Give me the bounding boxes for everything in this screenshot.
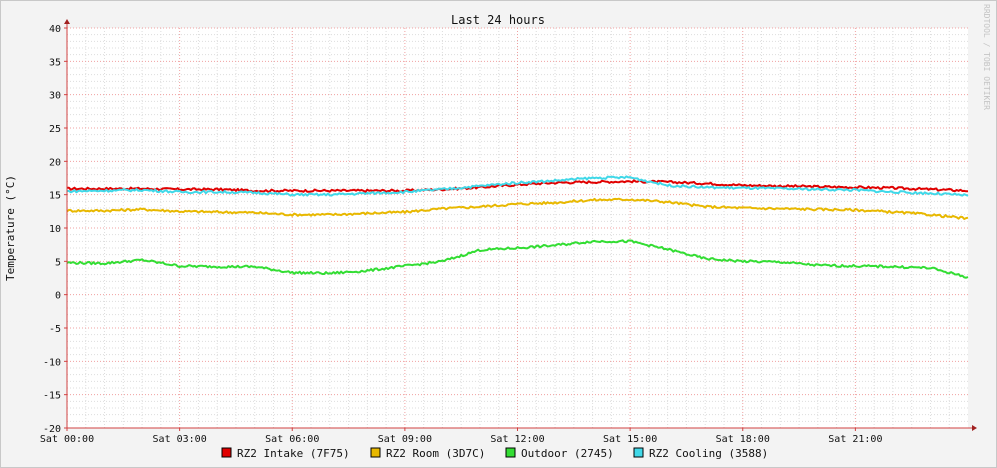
x-tick-label: Sat 09:00 xyxy=(378,434,432,445)
legend-label-1: RZ2 Intake (7F75) xyxy=(237,447,350,460)
chart-title: Last 24 hours xyxy=(451,13,545,27)
x-tick-label: Sat 12:00 xyxy=(490,434,544,445)
legend-label-4: RZ2 Cooling (3588) xyxy=(649,447,768,460)
y-tick-label: 35 xyxy=(49,57,61,68)
legend-swatch-3 xyxy=(505,447,516,458)
legend-swatch-2 xyxy=(370,447,381,458)
x-tick-label: Sat 00:00 xyxy=(40,434,94,445)
x-tick-label: Sat 15:00 xyxy=(603,434,657,445)
y-tick-label: -20 xyxy=(43,424,61,435)
y-tick-label: 10 xyxy=(49,224,61,235)
y-tick-label: -5 xyxy=(49,324,61,335)
x-axis-arrow xyxy=(972,425,977,431)
y-tick-label: 25 xyxy=(49,124,61,135)
y-tick-label: 20 xyxy=(49,157,61,168)
legend-swatch-1 xyxy=(221,447,232,458)
grid xyxy=(66,27,968,429)
y-axis-arrow xyxy=(64,19,70,24)
y-tick-label: 30 xyxy=(49,91,61,102)
x-tick-label: Sat 06:00 xyxy=(265,434,319,445)
y-tick-label: 5 xyxy=(55,257,61,268)
axes xyxy=(64,19,977,431)
y-tick-label: 40 xyxy=(49,24,61,35)
watermark: RRDTOOL / TOBI OETIKER xyxy=(982,4,991,110)
y-tick-label: -15 xyxy=(43,391,61,402)
series-line-2 xyxy=(66,197,969,220)
y-tick-label: -10 xyxy=(43,357,61,368)
series-line-4 xyxy=(66,175,969,197)
y-tick-label: 0 xyxy=(55,291,61,302)
legend-label-3: Outdoor (2745) xyxy=(521,447,614,460)
x-tick-label: Sat 21:00 xyxy=(828,434,882,445)
legend-swatch-4 xyxy=(633,447,644,458)
y-tick-label: 15 xyxy=(49,191,61,202)
series-layer xyxy=(66,175,969,279)
legend-label-2: RZ2 Room (3D7C) xyxy=(386,447,485,460)
y-axis-label: Temperature (°C) xyxy=(4,175,17,281)
x-tick-label: Sat 03:00 xyxy=(153,434,207,445)
tick-labels: -20 -15 -10 -5 0 5 10 15 20 25 30 35 40 Sat 00:00 Sat … xyxy=(40,24,883,445)
series-line-3 xyxy=(66,239,969,279)
legend: RZ2 Intake (7F75) RZ2 Room (3D7C) Outdoor … xyxy=(221,447,768,460)
x-tick-label: Sat 18:00 xyxy=(716,434,770,445)
